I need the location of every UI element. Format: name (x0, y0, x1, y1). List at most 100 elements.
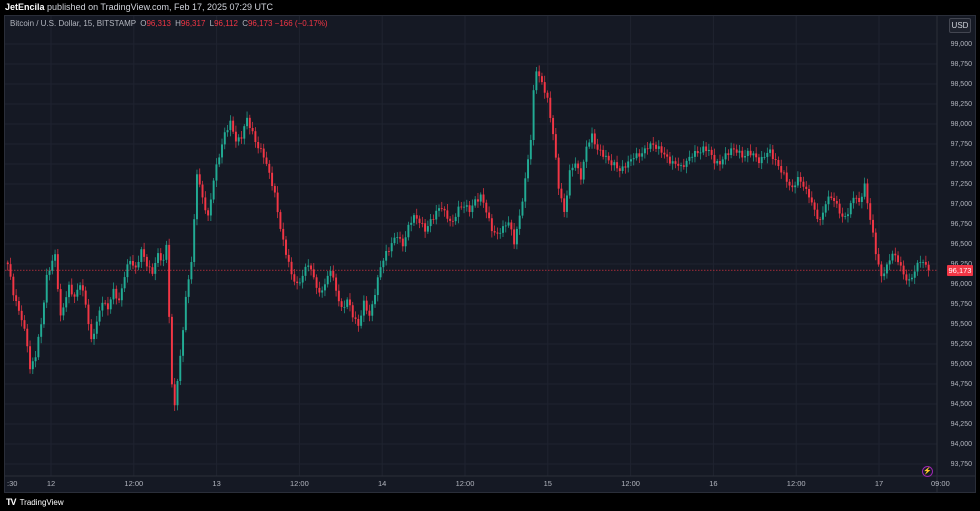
candle-body (785, 172, 788, 182)
candle-body (15, 295, 18, 302)
price-axis-label: 93,750 (950, 460, 972, 468)
candle-body (721, 159, 724, 165)
currency-button[interactable]: USD (949, 18, 971, 33)
candle-body (880, 264, 883, 277)
low-label: L (209, 19, 215, 28)
candle-body (296, 281, 299, 284)
candle-body (552, 117, 555, 135)
candle-body (143, 249, 146, 257)
candle-body (741, 150, 744, 158)
candle-body (276, 192, 279, 213)
candle-body (796, 177, 799, 186)
candle-body (513, 229, 516, 245)
candle-body (877, 254, 880, 265)
candle-body (527, 159, 530, 179)
author-name[interactable]: JetEncila (5, 2, 45, 12)
candle-body (699, 152, 702, 154)
candle-body (190, 262, 193, 280)
symbol-title[interactable]: Bitcoin / U.S. Dollar, 15, BITSTAMP (10, 19, 136, 28)
candle-body (115, 288, 118, 299)
candle-body (123, 277, 126, 289)
candle-body (749, 150, 752, 156)
candle-body (106, 303, 109, 310)
candle-body (596, 144, 599, 150)
candle-body (312, 269, 315, 278)
price-axis-label: 96,250 (942, 260, 972, 269)
price-chart-svg[interactable] (5, 16, 976, 493)
candle-body (899, 262, 902, 266)
candle-body (176, 380, 179, 406)
candle-body (488, 212, 491, 219)
candle-body (435, 210, 438, 220)
price-axis-label: 97,000 (950, 200, 972, 208)
candle-body (713, 154, 716, 164)
candle-body (852, 197, 855, 204)
candle-body (145, 256, 148, 267)
candle-body (844, 216, 847, 217)
candle-body (716, 161, 719, 164)
candle-body (59, 289, 62, 316)
candle-body (170, 316, 173, 385)
candle-body (62, 307, 65, 316)
price-axis-label: 94,750 (950, 380, 972, 388)
candle-body (838, 203, 841, 214)
price-axis-label: 98,500 (950, 80, 972, 88)
candle-body (663, 152, 666, 155)
candle-body (332, 271, 335, 278)
time-axis-label: :30 (7, 479, 18, 488)
candle-body (924, 262, 927, 265)
close-label: C (242, 19, 248, 28)
candle-body (727, 153, 730, 156)
candle-body (719, 161, 721, 165)
candle-body (340, 301, 343, 307)
candle-body (910, 277, 913, 280)
time-axis-label: 12:00 (290, 479, 309, 488)
candle-body (788, 181, 791, 186)
candle-body (841, 213, 844, 217)
candle-body (95, 321, 98, 334)
candle-body (34, 357, 37, 362)
candle-body (774, 159, 777, 161)
candle-body (265, 157, 268, 164)
candle-body (9, 264, 12, 277)
candle-body (329, 271, 332, 276)
candle-body (37, 336, 40, 358)
candle-body (240, 137, 243, 139)
candle-body (566, 195, 568, 212)
candle-body (379, 267, 382, 278)
candle-body (73, 294, 76, 297)
candle-body (543, 82, 546, 93)
candle-body (894, 253, 897, 256)
lightning-icon[interactable]: ⚡ (922, 466, 933, 477)
time-axis-label: 12:00 (786, 479, 806, 488)
candle-body (666, 154, 669, 157)
price-axis-label: 96,000 (950, 280, 972, 288)
candle-body (360, 315, 363, 326)
candle-body (31, 361, 34, 370)
candle-body (777, 160, 780, 167)
candle-body (446, 210, 449, 219)
candle-body (913, 271, 916, 278)
candle-body (51, 260, 54, 271)
candle-body (79, 285, 82, 290)
candle-body (259, 148, 262, 150)
grid-lines (5, 16, 937, 476)
candle-body (563, 198, 566, 212)
candle-body (769, 149, 772, 153)
candle-body (98, 310, 101, 322)
high-label: H (175, 19, 181, 28)
candle-body (629, 159, 632, 162)
candle-body (574, 163, 577, 168)
candle-body (532, 90, 535, 141)
candle-body (649, 143, 652, 149)
chart-panel[interactable]: Bitcoin / U.S. Dollar, 15, BITSTAMP O96,… (4, 15, 976, 493)
candle-body (604, 155, 607, 157)
candle-body (646, 148, 649, 150)
tradingview-logo-icon[interactable]: TV (6, 497, 16, 507)
tradingview-brand[interactable]: TradingView (19, 498, 64, 507)
candle-body (268, 163, 271, 173)
candle-body (424, 223, 427, 232)
candle-body (326, 275, 329, 285)
candle-body (362, 300, 365, 316)
candle-body (70, 284, 73, 295)
